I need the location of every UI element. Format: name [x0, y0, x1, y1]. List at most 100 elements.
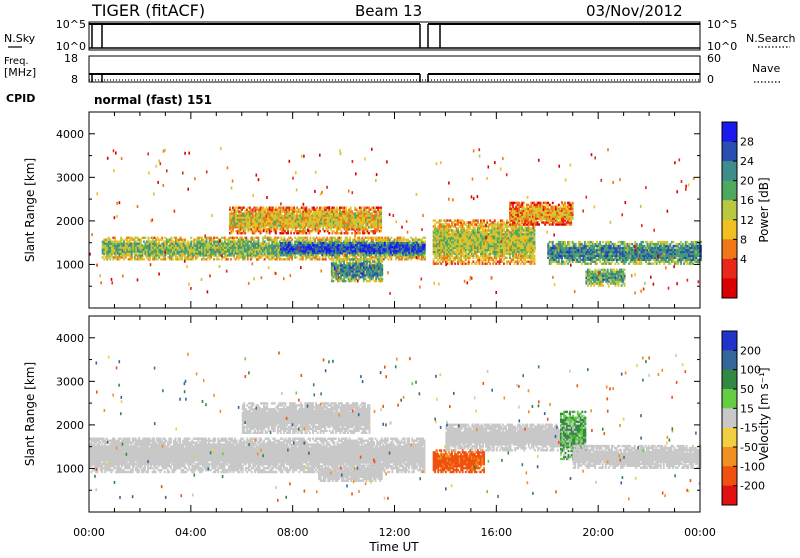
heatmap-cell [333, 238, 336, 241]
heatmap-cell [147, 250, 150, 253]
heatmap-cell [384, 238, 387, 241]
heatmap-cell [240, 248, 243, 251]
heatmap-cell [199, 252, 202, 255]
heatmap-cell [271, 238, 274, 241]
heatmap-cell [254, 252, 257, 255]
heatmap-cell [402, 240, 405, 243]
heatmap-cell [158, 248, 161, 251]
heatmap-cell [144, 242, 147, 245]
heatmap-cell [369, 242, 371, 245]
heatmap-cell [423, 244, 426, 247]
heatmap-cell [167, 244, 170, 247]
heatmap-cell [210, 236, 213, 239]
heatmap-cell [227, 238, 229, 241]
heatmap-cell [254, 236, 257, 239]
heatmap-cell [338, 254, 341, 257]
heatmap-cell [230, 250, 232, 253]
heatmap-cell [375, 240, 378, 243]
heatmap-cell [240, 250, 243, 253]
heatmap-cell [210, 246, 213, 249]
heatmap-cell [274, 252, 277, 255]
heatmap-cell [207, 244, 209, 247]
heatmap-cell [198, 238, 200, 241]
heatmap-cell [201, 252, 203, 255]
heatmap-cell [385, 236, 388, 239]
heatmap-cell [309, 258, 312, 261]
heatmap-cell [162, 240, 165, 243]
heatmap-cell [387, 254, 390, 257]
heatmap-cell [135, 254, 138, 257]
heatmap-cell [158, 250, 161, 253]
heatmap-cell [181, 248, 184, 251]
heatmap-cell [170, 248, 173, 251]
heatmap-cell [411, 240, 414, 243]
heatmap-cell [309, 240, 312, 243]
heatmap-cell [286, 238, 289, 241]
heatmap-cell [248, 248, 251, 251]
heatmap-cell [303, 254, 306, 257]
heatmap-cell [243, 258, 246, 261]
heatmap-cell [118, 252, 121, 255]
heatmap-cell [263, 240, 266, 243]
heatmap-cell [210, 256, 213, 259]
heatmap-cell [204, 254, 206, 257]
heatmap-cell [181, 242, 184, 245]
heatmap-cell [312, 236, 315, 239]
heatmap-cell [286, 247, 288, 251]
heatmap-cell [106, 248, 109, 251]
heatmap-cell [256, 236, 258, 239]
heatmap-cell [398, 236, 400, 239]
heatmap-cell [410, 250, 413, 253]
heatmap-cell [338, 258, 341, 261]
heatmap-cell [216, 240, 219, 243]
heatmap-cell [144, 248, 147, 251]
heatmap-cell [165, 242, 168, 245]
heatmap-cell [349, 238, 352, 241]
heatmap-cell [191, 244, 194, 247]
heatmap-cell [132, 242, 135, 245]
heatmap-cell [253, 246, 255, 249]
heatmap-cell [208, 248, 211, 251]
heatmap-cell [353, 240, 356, 243]
heatmap-cell [236, 244, 238, 247]
heatmap-cell [214, 244, 217, 247]
heatmap-cell [106, 254, 109, 257]
heatmap-cell [162, 254, 165, 257]
heatmap-cell [344, 279, 347, 283]
heatmap-cell [286, 254, 289, 257]
heatmap-cell [297, 236, 300, 239]
heatmap-cell [263, 244, 266, 247]
heatmap-cell [136, 254, 139, 257]
heatmap-cell [123, 246, 125, 249]
heatmap-cell [279, 249, 282, 253]
heatmap-cell [133, 248, 136, 251]
heatmap-cell [222, 252, 225, 255]
heatmap-cell [309, 238, 312, 241]
heatmap-cell [133, 236, 136, 239]
heatmap-cell [271, 252, 274, 255]
heatmap-cell [373, 236, 376, 239]
heatmap-cell [106, 244, 109, 247]
heatmap-cell [188, 244, 191, 247]
heatmap-cell [278, 246, 281, 249]
heatmap-cell [375, 242, 378, 245]
heatmap-cell [205, 238, 208, 241]
heatmap-cell [404, 254, 407, 257]
heatmap-cell [324, 240, 327, 243]
heatmap-cell [284, 245, 287, 249]
heatmap-cell [182, 252, 185, 255]
heatmap-cell [139, 248, 142, 251]
heatmap-cell [118, 242, 121, 245]
heatmap-cell [202, 246, 205, 249]
heatmap-cell [274, 242, 277, 245]
heatmap-cell [216, 258, 219, 261]
heatmap-cell [271, 256, 274, 259]
heatmap-cell [271, 258, 274, 261]
heatmap-cell [225, 254, 228, 257]
heatmap-cell [210, 244, 213, 247]
heatmap-cell [304, 236, 307, 239]
heatmap-cell [156, 236, 159, 239]
heatmap-cell [245, 252, 248, 255]
heatmap-cell [304, 258, 307, 261]
heatmap-cell [144, 236, 147, 239]
